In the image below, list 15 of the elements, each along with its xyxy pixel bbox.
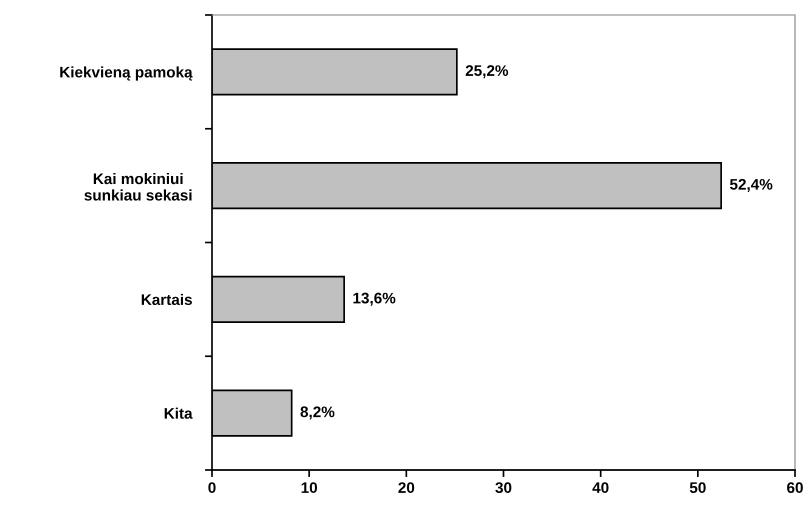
data-label: 8,2%	[300, 406, 334, 420]
x-tick-label: 40	[592, 482, 609, 494]
y-tick-label: Kai mokiniui sunkiau sekasi	[84, 172, 192, 201]
x-tick-label: 30	[495, 482, 512, 494]
x-tick-label: 10	[302, 482, 318, 494]
y-tick-label: Kiekvieną pamoką	[60, 66, 193, 81]
y-tick-label: Kita	[164, 408, 193, 419]
x-tick-label: 50	[690, 482, 706, 494]
x-tick-label: 60	[787, 482, 803, 494]
x-tick-label: 20	[398, 482, 414, 494]
data-label: 52,4%	[730, 178, 772, 192]
x-tick-label: 0	[208, 482, 216, 494]
data-label: 13,6%	[353, 292, 396, 306]
data-label: 25,2%	[466, 65, 508, 78]
y-tick-label: Kartais	[142, 294, 192, 306]
